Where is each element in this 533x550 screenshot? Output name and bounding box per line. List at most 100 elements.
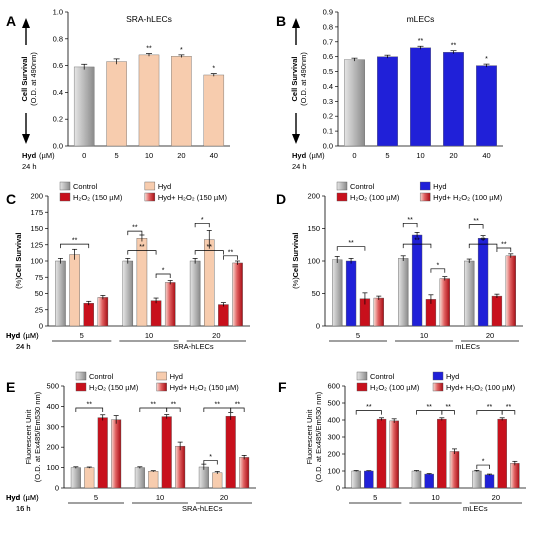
legend-swatch (356, 382, 368, 392)
y-axis-subtitle: (O.D. at Ex485/Em530 nm) (314, 391, 323, 482)
bar (411, 470, 422, 489)
bar (97, 297, 109, 327)
bar (449, 451, 460, 489)
significance-bracket (75, 407, 104, 413)
legend-label: Control (350, 182, 375, 191)
bar (491, 295, 503, 327)
significance-label: ** (151, 402, 157, 409)
significance-bracket (476, 410, 503, 415)
y-tick-label: 400 (46, 402, 59, 411)
y-tick-label: 0.0 (323, 142, 333, 151)
legend-label: Hyd+ H₂O₂ (150 µM) (170, 383, 240, 392)
bar (389, 420, 399, 489)
legend-swatch (432, 371, 444, 381)
significance-label: * (485, 56, 488, 63)
arrow-up-icon (292, 18, 300, 28)
legend-swatch (419, 192, 431, 202)
x-category-label: 5 (356, 331, 360, 340)
bar (332, 259, 343, 327)
significance-bracket (355, 410, 382, 415)
legend-label: Hyd+ H₂O₂ (150 µM) (158, 193, 228, 202)
x-category-label: 20 (486, 331, 494, 340)
bar (439, 278, 450, 327)
significance-label: ** (407, 217, 413, 224)
bar (232, 262, 243, 327)
panel-label: A (6, 13, 16, 29)
bar (97, 417, 108, 489)
x-category-label: 5 (94, 493, 98, 502)
y-tick-label: 100 (30, 257, 43, 266)
x-category-label: 20 (177, 151, 185, 160)
significance-label: * (180, 47, 183, 54)
bar (510, 463, 520, 489)
x-unit: (µM) (23, 331, 39, 340)
bar (373, 297, 384, 327)
significance-label: ** (139, 244, 145, 251)
x-unit: (µM) (309, 151, 325, 160)
significance-label: ** (480, 238, 486, 245)
x-category-label: 10 (156, 493, 164, 502)
x-unit: (µM) (39, 151, 55, 160)
y-tick-label: 0.5 (323, 67, 333, 76)
significance-bracket (468, 224, 484, 229)
bar (398, 258, 409, 327)
significance-bracket (230, 407, 245, 413)
bar (225, 415, 236, 489)
significance-bracket (468, 243, 498, 249)
significance-label: * (162, 268, 165, 275)
panel-b: B 0.0 0.1 0.2 0.3 0.4 0.5 0.6 0.7 0.8 0.9 0 5 ** 10 ** 2… (276, 8, 503, 171)
significance-label: ** (207, 244, 213, 251)
y-tick-label: 150 (307, 224, 320, 233)
x-category-label: 20 (212, 331, 220, 340)
y-tick-label: 0 (316, 322, 320, 331)
significance-bracket (127, 230, 143, 236)
significance-label: ** (445, 404, 451, 411)
bar (477, 238, 489, 327)
significance-bracket (166, 407, 181, 413)
bar (345, 260, 357, 327)
bar (69, 254, 80, 327)
cell-line-caption: mLECs (455, 342, 480, 351)
y-tick-label: 200 (30, 192, 43, 201)
legend-label: Hyd+ H₂O₂ (100 µM) (433, 193, 503, 202)
legend-swatch (59, 181, 71, 191)
y-tick-label: 0.4 (323, 82, 333, 91)
y-tick-label: 1.0 (53, 8, 63, 17)
bar (161, 416, 172, 489)
significance-bracket (501, 410, 516, 415)
cell-line-caption: SRA-hLECs (173, 342, 214, 351)
x-category-label: 0 (352, 151, 356, 160)
y-tick-label: 100 (46, 463, 59, 472)
x-category-label: 10 (431, 493, 439, 502)
y-tick-label: 0.6 (323, 52, 333, 61)
y-tick-label: 500 (327, 399, 340, 408)
y-label-backdrop (21, 45, 43, 113)
chart-title: mLECs (407, 14, 435, 24)
y-tick-label: 0 (39, 322, 43, 331)
time-label: 24 h (16, 342, 31, 351)
legend-swatch (419, 181, 431, 191)
significance-label: ** (451, 43, 457, 50)
y-tick-label: 50 (312, 289, 320, 298)
x-category-label: 20 (220, 493, 228, 502)
panel-label: D (276, 191, 286, 207)
y-tick-label: 200 (327, 450, 340, 459)
x-title: Hyd (6, 331, 21, 340)
significance-label: * (209, 454, 212, 461)
bar (484, 474, 495, 489)
x-title: Hyd (292, 151, 307, 160)
significance-label: ** (418, 38, 424, 45)
legend-swatch (144, 181, 156, 191)
significance-bracket (194, 250, 224, 255)
bar (111, 419, 122, 489)
significance-bracket (203, 460, 218, 465)
y-tick-label: 0 (336, 484, 340, 493)
bar (175, 445, 186, 489)
legend-label: Hyd (158, 182, 171, 191)
x-category-label: 20 (492, 493, 500, 502)
significance-bracket (127, 250, 157, 255)
legend-label: H₂O₂ (100 µM) (370, 383, 420, 392)
time-label: 24 h (22, 162, 37, 171)
y-tick-label: 0.7 (323, 37, 333, 46)
